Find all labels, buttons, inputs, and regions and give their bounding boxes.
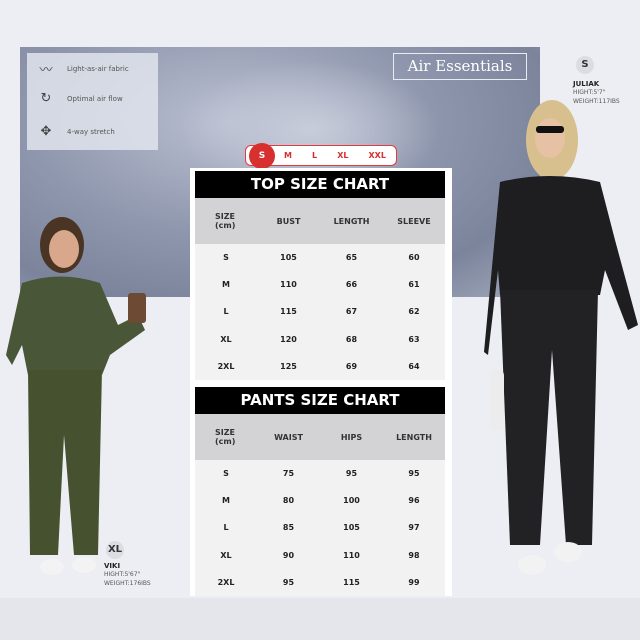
table-cell: M: [222, 280, 230, 290]
table-cell: 95: [345, 469, 358, 479]
table-cell: 95: [282, 577, 295, 587]
header-bust: BUST: [276, 216, 301, 226]
table-cell: M: [222, 496, 230, 506]
table-row: 2XL 95 115 99: [195, 569, 445, 596]
feature-label: 4-way stretch: [67, 127, 115, 136]
table-row: XL 90 110 98: [195, 542, 445, 569]
feather-icon: 〰: [39, 63, 53, 78]
table-cell: 2XL: [217, 577, 235, 587]
features-box: 〰 Light-as-air fabric ↻ Optimal air flow ✥…: [27, 53, 158, 150]
model-left-height: HIGHT:5'67": [104, 571, 141, 578]
table-cell: 60: [408, 253, 420, 263]
model-right-weight: WEIGHT:117IBS: [573, 98, 620, 105]
table-cell: 99: [408, 577, 420, 587]
header-size: SIZE (cm): [215, 212, 236, 230]
table-row: M 110 66 61: [195, 271, 445, 298]
table-cell: 68: [345, 334, 358, 344]
table-cell: 62: [408, 307, 420, 317]
table-cell: L: [223, 307, 229, 317]
table-cell: 100: [343, 496, 360, 506]
airflow-icon: ↻: [40, 91, 52, 106]
header-length: LENGTH: [396, 432, 432, 442]
header-sleeve: SLEEVE: [397, 216, 431, 226]
model-left-size-badge: XL: [106, 541, 124, 559]
table-cell: 105: [280, 253, 297, 263]
header-hips: HIPS: [340, 432, 363, 442]
size-option-m[interactable]: M: [284, 151, 292, 160]
table-cell: 90: [282, 550, 295, 560]
table-row: S 75 95 95: [195, 460, 445, 487]
table-cell: 63: [408, 334, 420, 344]
table-cell: S: [223, 469, 229, 479]
feature-label: Light-as-air fabric: [67, 64, 129, 73]
model-left-weight: WEIGHT:176IBS: [104, 580, 151, 587]
size-option-l[interactable]: L: [312, 151, 318, 160]
table-cell: 64: [408, 361, 420, 371]
model-right-name: JULIAK: [573, 80, 600, 88]
size-option-xxl[interactable]: XXL: [368, 151, 386, 160]
table-cell: 97: [408, 523, 420, 533]
header-size: SIZE (cm): [215, 428, 236, 446]
table-cell: 85: [282, 523, 295, 533]
table-cell: 98: [408, 550, 420, 560]
feature-label: Optimal air flow: [67, 94, 123, 103]
table-cell: 120: [280, 334, 297, 344]
table-cell: 75: [282, 469, 295, 479]
size-option-xl[interactable]: XL: [337, 151, 349, 160]
header-waist: WAIST: [274, 432, 303, 442]
table-cell: XL: [220, 550, 232, 560]
model-left-name: VIKI: [104, 562, 121, 570]
stretch-icon: ✥: [40, 124, 52, 139]
pants-chart-rows: S 75 95 95 M 80 100 96 L 85 105 97 XL 90 110 98 2XL 95 115…: [195, 460, 445, 596]
feature-item: ↻ Optimal air flow: [35, 91, 123, 106]
table-cell: 110: [280, 280, 297, 290]
table-cell: L: [223, 523, 229, 533]
pants-chart-header: SIZE (cm) WAIST HIPS LENGTH: [195, 414, 445, 460]
pants-chart-title: PANTS SIZE CHART: [195, 387, 445, 414]
size-chart-card: TOP SIZE CHART SIZE (cm) BUST LENGTH SLE…: [190, 168, 452, 596]
table-cell: 110: [343, 550, 360, 560]
table-row: XL 120 68 63: [195, 326, 445, 353]
table-cell: 95: [408, 469, 420, 479]
table-cell: 66: [345, 280, 358, 290]
size-option-s-selected[interactable]: S: [249, 143, 275, 169]
model-right-height: HIGHT:5'7": [573, 89, 606, 96]
top-chart-rows: S 105 65 60 M 110 66 61 L 115 67 62 XL 120 68 63 2XL 125 6…: [195, 244, 445, 380]
table-cell: 67: [345, 307, 358, 317]
top-chart-header: SIZE (cm) BUST LENGTH SLEEVE: [195, 198, 445, 244]
model-right-size-badge: S: [576, 56, 594, 74]
table-cell: 96: [408, 496, 420, 506]
table-cell: S: [223, 253, 229, 263]
table-row: L 85 105 97: [195, 514, 445, 541]
table-cell: 115: [343, 577, 360, 587]
table-row: L 115 67 62: [195, 298, 445, 325]
table-row: M 80 100 96: [195, 487, 445, 514]
model-left-figure: [6, 217, 146, 575]
feature-item: 〰 Light-as-air fabric: [35, 59, 129, 78]
size-selector[interactable]: M L XL XXL: [245, 145, 397, 166]
table-cell: 69: [345, 361, 358, 371]
table-cell: 80: [282, 496, 295, 506]
table-cell: 125: [280, 361, 297, 371]
bottom-strip: [0, 598, 640, 640]
table-cell: 2XL: [217, 361, 235, 371]
table-cell: 105: [343, 523, 360, 533]
top-chart-title: TOP SIZE CHART: [195, 171, 445, 198]
table-row: S 105 65 60: [195, 244, 445, 271]
table-cell: 115: [280, 307, 297, 317]
table-row: 2XL 125 69 64: [195, 353, 445, 380]
header-length: LENGTH: [333, 216, 370, 226]
table-cell: 61: [408, 280, 420, 290]
brand-title: Air Essentials: [393, 53, 527, 80]
table-cell: XL: [220, 334, 232, 344]
feature-item: ✥ 4-way stretch: [35, 124, 115, 139]
table-cell: 65: [345, 253, 358, 263]
model-right-figure: [484, 100, 638, 575]
